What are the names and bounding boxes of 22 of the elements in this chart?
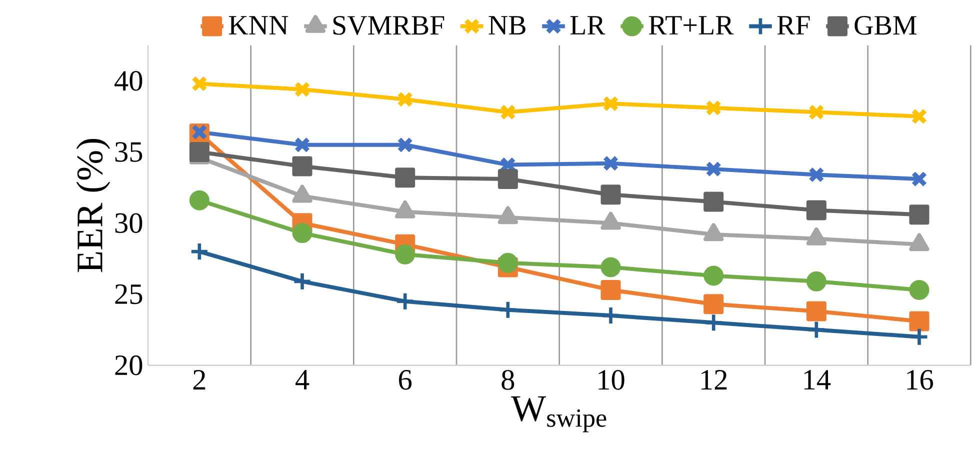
legend-label: GBM bbox=[854, 16, 916, 35]
x-tick-label: 8 bbox=[502, 370, 514, 390]
legend-label: NB bbox=[488, 16, 526, 35]
legend-label: RF bbox=[777, 16, 810, 35]
x-tick-label: 6 bbox=[399, 370, 412, 390]
x-tick-label: 16 bbox=[907, 370, 934, 390]
y-tick-label: 35 bbox=[115, 142, 142, 162]
x-tick-label: 14 bbox=[804, 370, 831, 390]
x-tick-label: 4 bbox=[295, 370, 310, 390]
y-tick-label: 20 bbox=[115, 356, 142, 376]
legend-label: LR bbox=[570, 16, 606, 35]
y-tick-label: 30 bbox=[115, 213, 142, 234]
x-tick-label: 10 bbox=[598, 370, 624, 390]
y-tick-label: 25 bbox=[115, 284, 142, 304]
y-axis-title: EER (%) bbox=[76, 139, 110, 272]
legend-label: RT+LR bbox=[648, 16, 734, 35]
y-tick-label: 40 bbox=[114, 71, 142, 91]
x-tick-label: 12 bbox=[701, 370, 727, 390]
x-axis-title: W$_{swipe}$ bbox=[510, 396, 606, 432]
x-tick-label: 2 bbox=[193, 370, 206, 390]
legend-label: SVMRBF bbox=[333, 16, 444, 36]
legend-label: KNN bbox=[228, 16, 288, 35]
